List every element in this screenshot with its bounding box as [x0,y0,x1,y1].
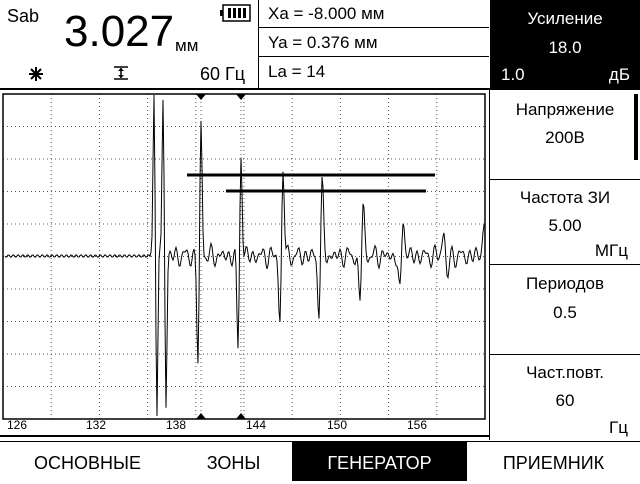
periods-param[interactable]: Периодов 0.5 [490,265,640,355]
main-thickness-value: 3.027 [64,7,175,56]
axis-tick-label: 156 [407,418,428,432]
periods-title: Периодов [525,274,605,293]
mode-label: Sab [7,6,40,26]
la-readout: La = 14 [268,62,326,81]
gain-control[interactable]: Усиление 18.0 1.0 дБ [490,0,640,88]
gate-marker-icon [112,65,130,86]
panel-scrollbar[interactable] [634,94,638,160]
ascan-frame [2,93,486,420]
tab-basic[interactable]: ОСНОВНЫЕ [34,453,141,473]
measurement-readout-panel: Sab 3.027 мм 60 Гц [0,0,259,88]
axis-tick-label: 144 [246,418,267,432]
ascan-display: 126 132 138 144 150 156 [0,90,489,441]
tab-zones[interactable]: ЗОНЫ [206,453,261,473]
gain-unit: дБ [608,65,630,84]
voltage-param[interactable]: Напряжение 200В [490,90,640,180]
tab-generator[interactable]: ГЕНЕРАТОР [292,442,467,481]
battery-icon [220,4,252,27]
cursor-marker-icon [196,94,246,419]
menu-tabs: ОСНОВНЫЕ ЗОНЫ ГЕНЕРАТОР ПРИЕМНИК [0,441,640,481]
pulser-frequency-unit: МГц [594,241,628,260]
periods-value: 0.5 [553,303,577,322]
xa-readout: Xa = -8.000 мм [259,0,489,28]
frequency-readout: 60 Гц [200,64,246,84]
gain-title: Усиление [527,9,603,28]
tab-receiver[interactable]: ПРИЕМНИК [502,453,605,473]
pulser-frequency-param[interactable]: Частота ЗИ 5.00 МГц [490,180,640,265]
cursor-measurements: Xa = -8.000 мм Ya = 0.376 мм La = 14 [259,0,489,88]
gain-value: 18.0 [548,38,582,57]
pulser-frequency-value: 5.00 [548,216,582,235]
header-divider [0,88,640,90]
gain-step: 1.0 [501,65,525,84]
repetition-rate-unit: Гц [609,418,628,437]
voltage-value: 200В [545,128,585,147]
ascan-grid [3,94,486,419]
ascan-signal [4,94,486,417]
repetition-rate-title: Част.повт. [526,363,604,382]
repetition-rate-value: 60 [555,391,575,410]
axis-tick-label: 126 [7,418,28,432]
voltage-title: Напряжение [515,100,615,119]
pulser-frequency-title: Частота ЗИ [519,188,611,207]
main-thickness-unit: мм [175,36,199,55]
parameter-panel: Напряжение 200В Частота ЗИ 5.00 МГц Пери… [489,90,640,440]
freeze-icon [28,66,44,87]
axis-tick-label: 132 [86,418,107,432]
axis-tick-label: 138 [166,418,187,432]
axis-tick-label: 150 [327,418,348,432]
repetition-rate-param[interactable]: Част.повт. 60 Гц [490,355,640,440]
ya-readout: Ya = 0.376 мм [259,29,489,57]
